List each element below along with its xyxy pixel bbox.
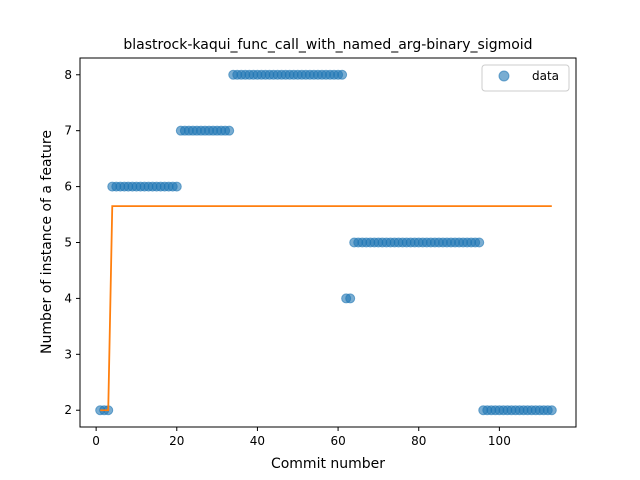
- x-tick-label: 60: [330, 434, 345, 448]
- data-point: [474, 237, 485, 248]
- y-tick-label: 8: [64, 68, 72, 82]
- x-axis-label: Commit number: [271, 456, 385, 472]
- fit-line: [100, 205, 552, 412]
- data-point: [171, 181, 182, 192]
- x-axis: 0 20 40 60 80 100: [92, 427, 511, 448]
- y-axis: 2 3 4 5 6 7 8: [64, 68, 80, 417]
- plot-area: [95, 69, 557, 416]
- legend-marker-data: [498, 70, 510, 82]
- x-tick-label: 0: [92, 434, 100, 448]
- legend: data: [481, 64, 570, 92]
- x-tick-label: 20: [169, 434, 184, 448]
- y-tick-label: 4: [64, 291, 72, 305]
- y-axis-label: Number of instance of a feature: [39, 130, 55, 354]
- y-tick-label: 3: [64, 347, 72, 361]
- y-tick-label: 2: [64, 403, 72, 417]
- data-point: [337, 69, 348, 80]
- chart-title: blastrock-kaqui_func_call_with_named_arg…: [123, 37, 532, 53]
- y-tick-label: 5: [64, 236, 72, 250]
- data-point: [546, 405, 557, 416]
- x-tick-label: 40: [250, 434, 265, 448]
- data-point: [345, 293, 356, 304]
- legend-label-data: data: [532, 69, 559, 83]
- x-tick-label: 80: [411, 434, 426, 448]
- y-tick-label: 6: [64, 180, 72, 194]
- data-point: [224, 125, 235, 136]
- x-tick-label: 100: [488, 434, 511, 448]
- y-tick-label: 7: [64, 124, 72, 138]
